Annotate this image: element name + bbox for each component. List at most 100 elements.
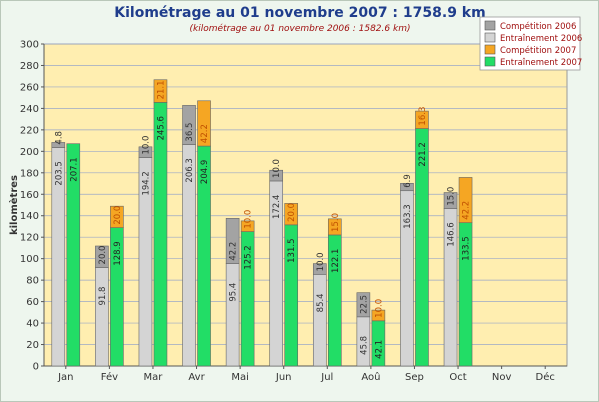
data-label: 6.9 <box>403 174 413 188</box>
data-label: 10.0 <box>141 136 151 155</box>
y-tick-label: 140 <box>20 211 39 222</box>
bar-segment <box>312 263 327 275</box>
bar-segment <box>95 245 109 268</box>
data-label: 42.2 <box>200 124 210 143</box>
bar-segment <box>371 309 386 322</box>
bar-segment <box>225 263 240 367</box>
legend-label: Compétition 2007 <box>500 45 576 56</box>
data-label: 91.8 <box>98 287 108 306</box>
bar-segment <box>400 183 414 192</box>
y-tick-label: 120 <box>20 233 39 244</box>
data-label: 206.3 <box>185 158 195 182</box>
data-label: 42.2 <box>229 242 239 261</box>
y-tick-label: 300 <box>20 40 39 51</box>
bar-segment <box>458 177 473 224</box>
legend-box <box>479 16 581 71</box>
data-label: 10.0 <box>316 252 326 271</box>
bar-segment <box>182 105 196 145</box>
x-tick-label: Jun <box>275 372 292 383</box>
legend-label: Compétition 2006 <box>500 21 576 32</box>
y-tick-label: 100 <box>20 254 39 265</box>
y-tick-label: 80 <box>26 276 39 287</box>
x-tick-label: Oct <box>449 372 466 383</box>
data-label: 203.5 <box>54 161 64 185</box>
data-label: 146.6 <box>447 222 457 246</box>
data-label: 21.1 <box>156 80 166 99</box>
x-tick-label: Avr <box>188 372 205 383</box>
y-axis: 0 20 40 60 80 100 120 140 160 180 200 220 240 260 280 3… <box>20 40 45 373</box>
y-tick-label: 20 <box>26 340 39 351</box>
data-label: 36.5 <box>185 123 195 142</box>
x-axis: Jan Fév Mar Avr Mai Jun Jul Aoû Sep Oct Nov Déc <box>44 365 567 383</box>
data-label: 221.2 <box>418 142 428 166</box>
data-label: 22.5 <box>359 295 369 314</box>
data-label: 131.5 <box>287 239 297 263</box>
data-label: 15.0 <box>447 187 457 206</box>
chart-title: Kilométrage au 01 novembre 2007 : 1758.9… <box>114 5 485 21</box>
data-label: 163.3 <box>403 204 413 228</box>
legend-swatch <box>484 20 496 31</box>
bars <box>51 79 473 367</box>
bar-segment <box>415 110 429 129</box>
legend-swatch <box>484 32 496 43</box>
x-tick-label: Jan <box>57 372 73 383</box>
legend-label: Entraînement 2006 <box>500 34 582 44</box>
data-label: 245.6 <box>156 116 166 140</box>
legend: Compétition 2006 Entraînement 2006Compéti… <box>479 16 582 71</box>
data-label: 194.2 <box>141 171 151 195</box>
bar-segment <box>240 220 255 232</box>
data-label: 4.8 <box>54 131 64 145</box>
x-tick-label: Mar <box>144 372 164 383</box>
bar-segment <box>153 79 168 103</box>
x-tick-label: Sep <box>405 372 424 383</box>
data-label: 10.0 <box>244 210 254 229</box>
y-axis-label: kilomètres <box>8 175 20 235</box>
bar-segment <box>66 143 81 367</box>
y-tick-label: 160 <box>20 190 39 201</box>
bar-segment <box>138 146 153 158</box>
x-tick-label: Mai <box>231 372 249 383</box>
data-label: 20.0 <box>287 203 297 222</box>
data-label: 42.1 <box>374 340 384 359</box>
data-label: 95.4 <box>229 283 239 302</box>
bar-segment <box>356 292 371 318</box>
data-label: 133.5 <box>462 236 472 260</box>
bar-segment <box>327 218 342 236</box>
chart-subtitle: (kilométrage au 01 novembre 2006 : 1582.… <box>190 23 411 34</box>
y-tick-label: 40 <box>26 319 39 330</box>
legend-label: Entraînement 2007 <box>500 58 582 68</box>
data-label: 20.0 <box>113 206 123 225</box>
data-label: 172.4 <box>272 195 282 219</box>
y-tick-label: 60 <box>26 297 39 308</box>
bar-segment <box>443 192 458 209</box>
y-tick-label: 220 <box>20 125 39 136</box>
y-tick-label: 180 <box>20 168 39 179</box>
legend-swatch <box>484 56 496 67</box>
bar-segment <box>95 267 109 367</box>
data-label: 42.2 <box>462 201 472 220</box>
x-tick-label: Jul <box>320 372 333 383</box>
data-label: 207.1 <box>69 157 79 181</box>
plot-area <box>43 43 568 367</box>
data-labels: 203.5 4.8 207.1 91.8 20.0 128.9 20.0 194.2 10.0 2… <box>54 80 471 358</box>
bar-segment <box>51 142 66 148</box>
bar-segment <box>284 203 299 226</box>
x-tick-label: Fév <box>101 371 118 383</box>
data-label: 45.8 <box>359 336 369 355</box>
data-label: 10.0 <box>272 159 282 178</box>
y-tick-label: 280 <box>20 61 39 72</box>
bar-segment <box>197 100 211 147</box>
data-label: 128.9 <box>113 241 123 265</box>
bar-segment <box>312 274 327 367</box>
y-tick-label: 200 <box>20 147 39 158</box>
y-tick-label: 0 <box>33 362 39 373</box>
data-label: 122.1 <box>331 249 341 273</box>
data-label: 10.0 <box>374 299 384 318</box>
data-label: 20.0 <box>98 246 108 265</box>
x-tick-label: Aoû <box>361 371 380 383</box>
data-label: 16.3 <box>418 107 428 126</box>
data-label: 204.9 <box>200 160 210 184</box>
y-tick-label: 260 <box>20 82 39 93</box>
data-label: 15.0 <box>331 213 341 232</box>
